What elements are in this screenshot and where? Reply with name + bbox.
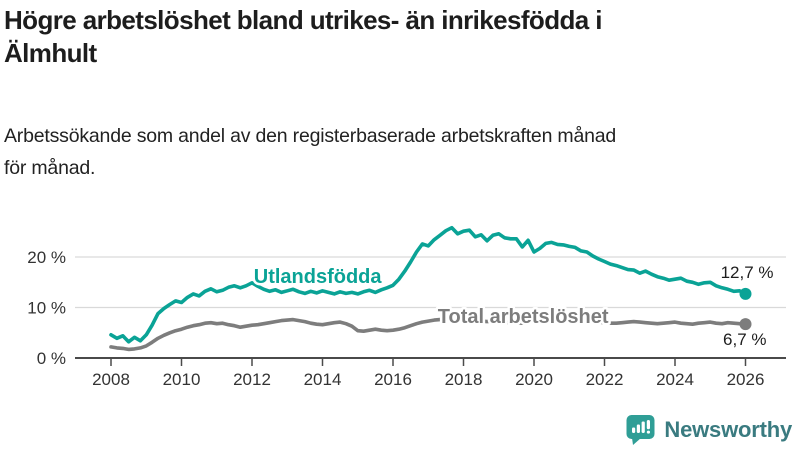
chart-subtitle-line-1: Arbetssökande som andel av den registerb… [4,125,617,147]
newsworthy-logo-icon [626,415,655,445]
x-axis-tick-label: 2024 [656,370,694,389]
y-axis-tick-label: 10 % [27,299,66,318]
series-end-value-utlandsfodda: 12,7 % [721,263,774,282]
x-axis-tick-label: 2020 [515,370,553,389]
brand-footer: Newsworthy [626,414,792,445]
series-label-total-arbetsloshet: Total arbetslöshet [438,306,609,328]
chart-title-line-1: Högre arbetslöshet bland utrikes- än inr… [4,5,602,35]
series-line-utlandsfodda [109,225,748,344]
brand-wordmark: Newsworthy [664,416,792,442]
unemployment-line-chart: 0 % 10 % 20 % 2008 2010 2012 2014 2016 2018 2020 2… [27,225,786,389]
x-axis-tick-label: 2014 [304,370,342,389]
logo-bar-chart-glyph [632,420,651,434]
series-end-value-total-arbetsloshet: 6,7 % [723,330,766,349]
series-label-utlandsfodda: Utlandsfödda [254,266,383,288]
x-axis-tick-label: 2026 [727,370,765,389]
line-chart-area: 0 % 10 % 20 % 2008 2010 2012 2014 2016 2018 2020 2… [0,195,800,400]
y-axis-tick-label: 20 % [27,248,66,267]
chart-title: Högre arbetslöshet bland utrikes- än inr… [4,4,792,70]
chart-subtitle-line-2: för månad. [4,157,96,179]
x-axis-tick-label: 2018 [445,370,483,389]
series-end-dot-total-arbetsloshet [739,318,752,331]
chart-title-line-2: Älmhult [4,38,97,68]
x-axis-tick-label: 2008 [92,370,130,389]
series-end-dot-utlandsfodda [739,287,752,300]
x-axis-tick-label: 2016 [374,370,412,389]
series-line-total-arbetsloshet [109,314,748,352]
y-axis-tick-label: 0 % [37,349,66,368]
x-axis-tick-label: 2022 [586,370,624,389]
x-axis-tick-label: 2010 [163,370,201,389]
x-axis-tick-label: 2012 [233,370,271,389]
chart-subtitle: Arbetssökande som andel av den registerb… [4,120,792,184]
